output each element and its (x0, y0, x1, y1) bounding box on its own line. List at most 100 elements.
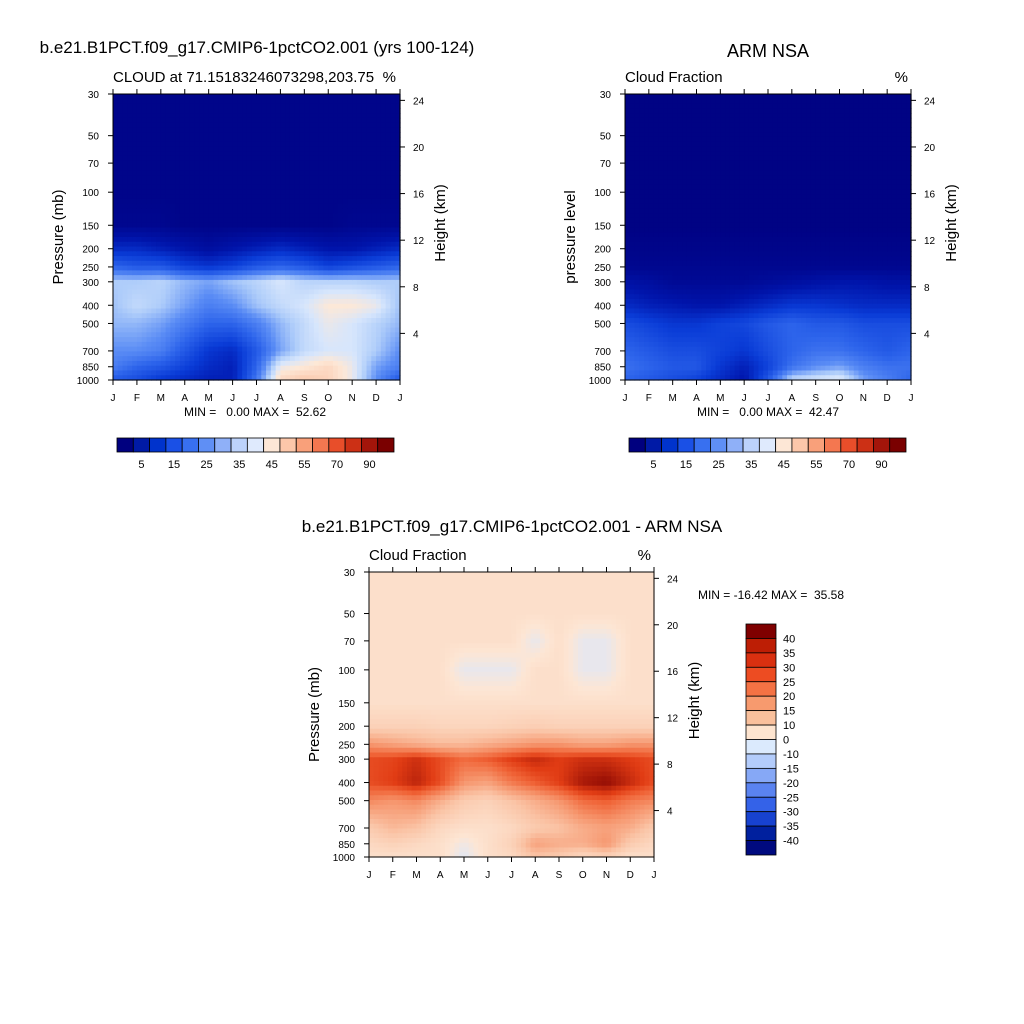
contour-cell (261, 327, 267, 333)
contour-cell (132, 256, 138, 262)
contour-cell (385, 141, 392, 148)
contour-cell (644, 351, 650, 357)
contour-cell (658, 356, 664, 362)
contour-cell (184, 237, 191, 243)
contour-cell (376, 141, 382, 148)
contour-cell (299, 346, 305, 352)
contour-cell (165, 251, 171, 257)
contour-cell (156, 141, 162, 148)
contour-cell (256, 113, 262, 119)
contour-cell (663, 337, 669, 343)
contour-cell (294, 265, 301, 271)
contour-cell (309, 332, 315, 338)
contour-cell (223, 217, 229, 224)
contour-cell (294, 284, 301, 291)
contour-cell (356, 351, 363, 357)
contour-cell (237, 165, 243, 171)
contour-cell (634, 270, 640, 276)
contour-cell (644, 308, 650, 314)
contour-cell (237, 151, 243, 157)
contour-cell (376, 356, 382, 362)
contour-cell (696, 146, 702, 152)
pressure-tick-label: 70 (88, 159, 100, 170)
contour-cell (170, 341, 176, 348)
contour-cell (218, 308, 224, 314)
contour-cell (113, 94, 119, 100)
contour-cell (667, 360, 674, 367)
contour-cell (285, 217, 291, 224)
contour-cell (160, 189, 167, 195)
contour-cell (706, 332, 712, 338)
colorbar-swatch (344, 437, 362, 453)
contour-cell (313, 341, 320, 348)
contour-cell (270, 332, 277, 338)
contour-cell (132, 375, 138, 381)
contour-cell (663, 270, 669, 276)
contour-cell (644, 208, 650, 214)
contour-cell (639, 256, 645, 262)
contour-cell (127, 222, 133, 229)
contour-cell (261, 222, 267, 229)
contour-cell (179, 175, 186, 181)
contour-cell (304, 241, 310, 248)
contour-cell (251, 194, 258, 200)
contour-cell (715, 189, 721, 195)
contour-cell (356, 227, 363, 233)
contour-cell (242, 275, 248, 281)
contour-cell (223, 370, 229, 376)
contour-cell (715, 365, 721, 372)
contour-cell (136, 294, 143, 300)
contour-cell (299, 241, 305, 248)
contour-cell (280, 332, 286, 338)
contour-cell (141, 251, 148, 257)
contour-cell (328, 160, 334, 167)
contour-cell (179, 322, 186, 329)
contour-cell (146, 146, 152, 152)
contour-cell (701, 351, 707, 357)
contour-cell (299, 122, 305, 128)
contour-cell (677, 132, 683, 138)
contour-cell (337, 265, 344, 271)
contour-cell (366, 141, 372, 148)
contour-cell (136, 341, 143, 348)
contour-cell (208, 260, 215, 267)
contour-cell (361, 132, 368, 138)
contour-cell (294, 279, 301, 286)
contour-cell (127, 337, 133, 343)
contour-cell (653, 308, 659, 314)
contour-cell (294, 160, 301, 167)
contour-cell (625, 303, 631, 310)
contour-cell (203, 165, 210, 171)
contour-cell (342, 184, 348, 190)
contour-cell (179, 103, 186, 109)
contour-cell (634, 98, 640, 105)
contour-cell (189, 313, 195, 319)
contour-cell (625, 260, 631, 267)
contour-cell (376, 332, 382, 338)
contour-cell (203, 370, 210, 376)
contour-cell (658, 260, 664, 267)
contour-cell (232, 341, 238, 348)
contour-cell (371, 184, 377, 190)
contour-cell (242, 327, 248, 333)
contour-cell (117, 322, 124, 329)
contour-cell (313, 351, 320, 357)
contour-cell (170, 198, 176, 205)
contour-cell (644, 184, 650, 190)
contour-cell (376, 127, 382, 133)
contour-cell (309, 298, 315, 305)
contour-cell (285, 203, 291, 209)
contour-cell (160, 346, 167, 352)
contour-cell (653, 356, 659, 362)
contour-cell (352, 370, 358, 376)
contour-cell (725, 132, 731, 138)
contour-cell (634, 246, 640, 252)
contour-cell (725, 127, 731, 133)
contour-cell (117, 341, 124, 348)
contour-cell (299, 298, 305, 305)
contour-cell (160, 232, 167, 238)
contour-cell (151, 98, 157, 105)
contour-cell (390, 327, 396, 333)
contour-cell (371, 303, 377, 310)
contour-cell (356, 332, 363, 338)
